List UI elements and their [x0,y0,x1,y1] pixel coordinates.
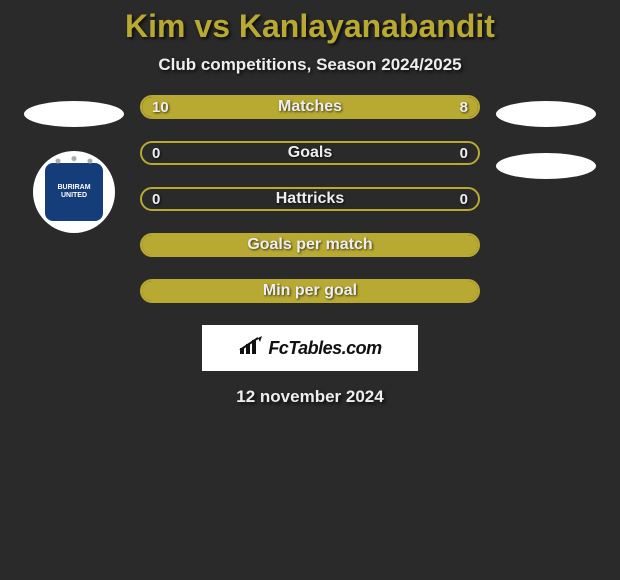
left-player-column: BURIRAM UNITED [24,95,124,303]
club-badge-text: BURIRAM UNITED [45,184,103,199]
player-right-avatar [496,101,596,127]
stat-label: Goals per match [247,236,372,254]
stat-right-value: 0 [460,145,468,162]
stat-label: Goals [288,144,332,162]
stat-bars: 10 Matches 8 0 Goals 0 0 Hattricks 0 Goals per ma… [140,95,480,303]
stat-bar: 10 Matches 8 [140,95,480,119]
stat-bar: 0 Hattricks 0 [140,187,480,211]
club-badge-icon: BURIRAM UNITED [45,163,103,221]
player-right-club-badge [496,153,596,179]
comparison-row: BURIRAM UNITED 10 Matches 8 0 Goals 0 0 Hattric… [0,95,620,303]
stat-right-value: 8 [460,99,468,116]
brand-logo: FcTables.com [202,325,418,371]
right-player-column [496,95,596,303]
stat-right-value: 0 [460,191,468,208]
brand-text: FcTables.com [268,338,381,359]
stat-left-value: 0 [152,145,160,162]
page-title: Kim vs Kanlayanabandit [0,8,620,45]
chart-icon [238,336,264,361]
bar-fill-right [327,97,478,117]
stat-bar: Goals per match [140,233,480,257]
stat-label: Matches [278,98,342,116]
date-label: 12 november 2024 [0,387,620,407]
comparison-card: Kim vs Kanlayanabandit Club competitions… [0,0,620,407]
stat-bar: Min per goal [140,279,480,303]
player-left-club-badge: BURIRAM UNITED [33,151,115,233]
subtitle: Club competitions, Season 2024/2025 [0,55,620,75]
stat-left-value: 0 [152,191,160,208]
stat-left-value: 10 [152,99,169,116]
player-left-avatar [24,101,124,127]
stat-label: Min per goal [263,282,357,300]
stat-label: Hattricks [276,190,344,208]
stat-bar: 0 Goals 0 [140,141,480,165]
